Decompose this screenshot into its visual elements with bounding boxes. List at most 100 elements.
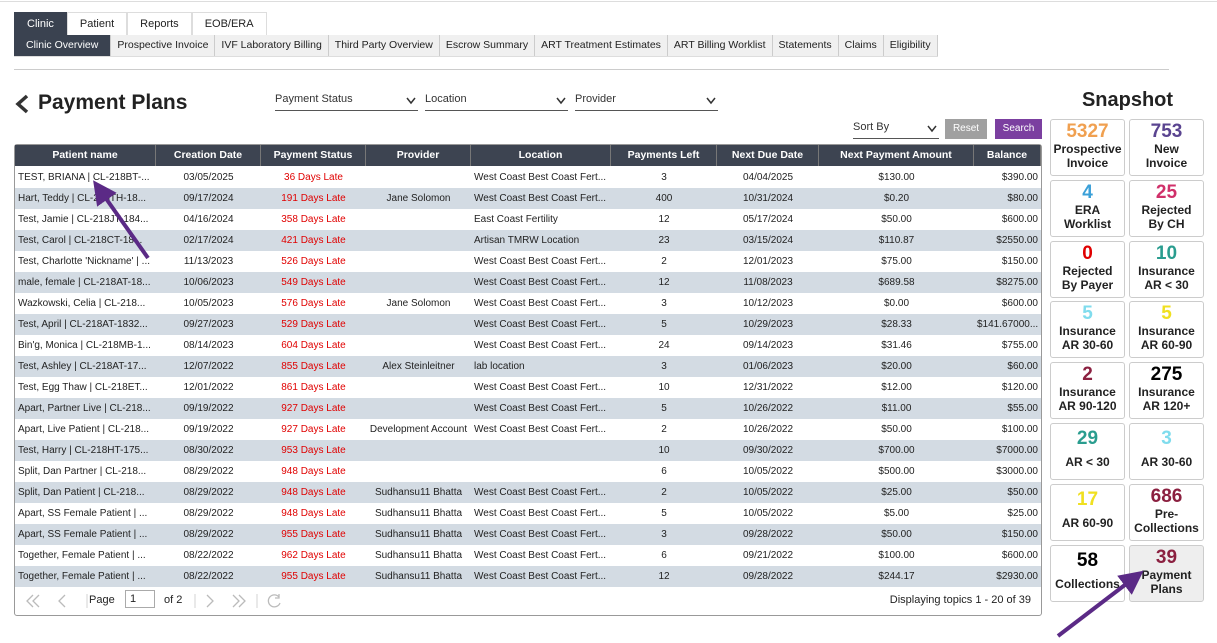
table-cell: 08/29/2022 [183,508,234,519]
tab[interactable]: Reports [127,12,192,35]
tile-label: AR 30-60 [1140,455,1193,469]
table-row[interactable]: Apart, SS Female Patient | ... 08/29/2022… [15,503,1041,524]
snapshot-tile[interactable]: 2 Insurance AR 90-120 [1050,362,1125,420]
table-cell: West Coast Best Coast Fert... [474,508,607,519]
sub-tab[interactable]: Clinic Overview [14,35,112,56]
filter-select[interactable]: Provider [575,93,718,111]
tile-label: AR 30-60 [1061,338,1114,353]
table-cell: $120.00 [1001,382,1038,393]
table-cell: $141.67000... [977,319,1039,330]
table-row[interactable]: Test, April | CL-218AT-1832... 09/27/2023… [15,314,1041,335]
table-cell: 09/19/2022 [183,424,234,435]
table-row[interactable]: male, female | CL-218AT-18... 10/06/2023 5… [15,272,1041,293]
snapshot-tile[interactable]: 17 AR 60-90 [1050,483,1125,541]
table-row[interactable]: Wazkowski, Celia | CL-218... 10/05/2023 57… [15,293,1041,314]
table-row[interactable]: Apart, SS Female Patient | ... 08/29/2022… [15,524,1041,545]
page-input[interactable]: 1 [125,590,155,608]
table-row[interactable]: Test, Charlotte 'Nickname' | ... 11/13/20… [15,251,1041,272]
tab[interactable]: Clinic [14,12,67,35]
snapshot-tile[interactable]: 753 New Invoice [1129,119,1204,176]
tile-label: New [1154,142,1179,156]
snapshot-tile[interactable]: 10 Insurance AR < 30 [1129,240,1204,298]
search-button[interactable]: Search [995,119,1042,139]
sub-tab[interactable]: ART Billing Worklist [668,35,773,56]
tile-label: AR 60-90 [1140,338,1193,353]
back-chevron[interactable] [14,94,32,114]
table-row[interactable]: Apart, Partner Live | CL-218... 09/19/202… [15,398,1041,419]
table-cell: West Coast Best Coast Fert... [474,382,607,393]
table-cell: Test, Egg Thaw | CL-218ET... [18,382,148,393]
sub-tab[interactable]: Claims [839,35,884,56]
tile-count: 29 [1076,428,1099,449]
table-row[interactable]: Test, Carol | CL-218CT-18... 02/17/2024 42… [15,230,1041,251]
sort-label: Sort By [853,121,890,133]
snapshot-tile[interactable]: 5327 Prospective Invoice [1050,119,1125,176]
tile-label: Rejected [1062,263,1113,278]
sub-tab[interactable]: Escrow Summary [440,35,536,56]
snapshot-title: Snapshot [1081,89,1174,111]
sub-tab[interactable]: Eligibility [884,35,938,56]
snapshot-tile[interactable]: 4 ERA Worklist [1050,179,1125,237]
table-row[interactable]: Bin'g, Monica | CL-218MB-1... 08/14/2023 6… [15,335,1041,356]
table-row[interactable]: Together, Female Patient | ... 08/22/2022… [15,566,1041,587]
sub-tab[interactable]: Third Party Overview [329,35,440,56]
table-cell: Wazkowski, Celia | CL-218... [18,298,146,309]
snapshot-tile[interactable]: 686 Pre- Collections [1129,483,1204,541]
table-cell: 03/15/2024 [742,235,794,246]
snapshot-tile[interactable]: 5 Insurance AR 60-90 [1129,301,1204,359]
table-row[interactable]: Together, Female Patient | ... 08/22/2022… [15,545,1041,566]
tile-label: Prospective [1053,142,1122,156]
tile-count: 10 [1155,242,1178,264]
sub-tab[interactable]: ART Treatment Estimates [535,35,668,56]
table-cell: 11/08/2023 [743,277,793,288]
tile-label: Plans [1150,581,1183,596]
snapshot-tile[interactable]: 25 Rejected By CH [1129,179,1204,237]
table-row[interactable]: Hart, Teddy | CL-218TH-18... 09/17/2024 19… [15,188,1041,209]
tile-count: 686 [1150,485,1183,507]
sub-tab[interactable]: Prospective Invoice [111,35,216,56]
table-cell: 01/06/2023 [742,361,794,372]
table-cell: $600.00 [1001,550,1038,561]
pager-nav-back[interactable] [23,592,123,610]
table-cell: $75.00 [881,256,912,267]
sort-select[interactable]: Sort By [853,121,939,139]
table-cell: $0.00 [883,298,910,309]
tab[interactable]: EOB/ERA [191,12,267,35]
table-cell: West Coast Best Coast Fert... [474,256,607,267]
sub-tab[interactable]: Statements [773,35,839,56]
table-cell: 3 [661,172,667,183]
table-row[interactable]: Test, Egg Thaw | CL-218ET... 12/01/2022 86… [15,377,1041,398]
table-cell: $150.00 [1001,256,1038,267]
table-cell: 10/26/2022 [742,424,794,435]
table-row[interactable]: Test, Harry | CL-218HT-175... 08/30/2022 9… [15,440,1041,461]
snapshot-tile[interactable]: 58 Collections [1050,544,1125,602]
snapshot-tile[interactable]: 0 Rejected By Payer [1050,240,1125,298]
tile-label: Collections [1055,576,1120,591]
table-row[interactable]: Test, Ashley | CL-218AT-17... 12/07/2022 8… [15,356,1041,377]
pager-nav-forward[interactable] [193,592,293,610]
snapshot-tile[interactable]: 29 AR < 30 [1050,423,1125,480]
snapshot-tile[interactable]: 3 AR 30-60 [1129,423,1204,480]
table-cell: Sudhansu11 Bhatta [374,571,463,582]
table-row[interactable]: Apart, Live Patient | CL-218... 09/19/202… [15,419,1041,440]
table-cell: 10/05/2022 [742,487,794,498]
filter-select[interactable]: Location [425,93,568,111]
table-row[interactable]: Split, Dan Patient | CL-218... 08/29/2022… [15,482,1041,503]
table-cell: 10 [658,445,670,456]
table-cell: Jane Solomon [386,298,451,309]
tile-count: 4 [1082,181,1093,203]
snapshot-tile[interactable]: 5 Insurance AR 30-60 [1050,301,1125,359]
snapshot-tile[interactable]: 275 Insurance AR 120+ [1129,362,1204,420]
tab[interactable]: Patient [66,12,128,35]
column-header: Payments Left [611,145,717,166]
filter-select[interactable]: Payment Status [275,93,418,111]
reset-button[interactable]: Reset [945,119,987,139]
table-row[interactable]: Split, Dan Partner | CL-218... 08/29/2022… [15,461,1041,482]
sub-tab[interactable]: IVF Laboratory Billing [215,35,329,56]
table-cell: West Coast Best Coast Fert... [474,193,607,204]
snapshot-tile[interactable]: 39 Payment Plans [1129,544,1204,602]
table-row[interactable]: Test, Jamie | CL-218JT-184... 04/16/2024 3… [15,209,1041,230]
table-row[interactable]: TEST, BRIANA | CL-218BT-... 03/05/2025 36 … [15,167,1041,188]
table-cell: 948 Days Late [281,508,346,519]
